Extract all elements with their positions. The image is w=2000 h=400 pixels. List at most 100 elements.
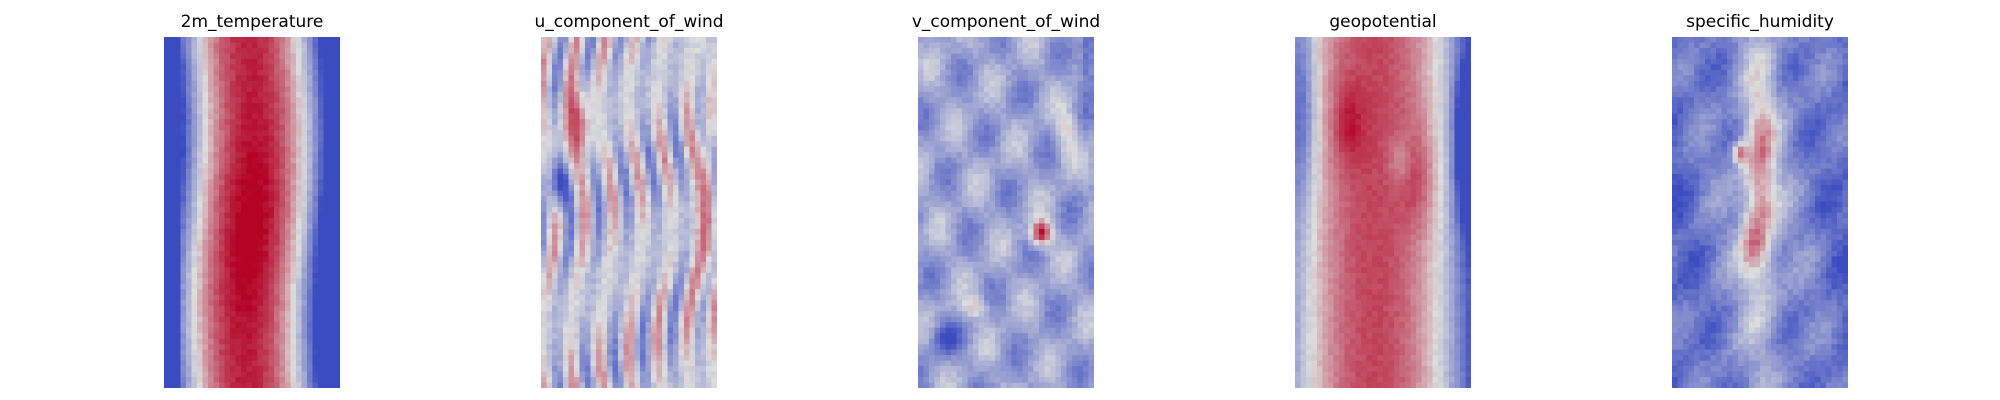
heatmap-cell	[563, 294, 570, 301]
heatmap-cell	[296, 338, 303, 345]
heatmap-cell	[695, 294, 702, 301]
heatmap-cell	[629, 267, 636, 274]
heatmap-cell	[596, 58, 603, 66]
heatmap-cell	[312, 69, 319, 76]
heatmap-cell	[678, 37, 685, 44]
heatmap-cell	[563, 305, 570, 312]
heatmap-cell	[673, 75, 680, 82]
heatmap-cell	[241, 223, 248, 230]
heatmap-cell	[662, 86, 669, 93]
heatmap-cell	[296, 152, 303, 159]
heatmap-cell	[241, 267, 248, 274]
heatmap-cell	[689, 311, 696, 318]
heatmap-cell	[329, 272, 336, 279]
heatmap-cell	[596, 316, 603, 323]
heatmap-cell	[645, 42, 652, 49]
heatmap-cell	[700, 174, 707, 181]
heatmap-cell	[585, 168, 592, 175]
heatmap-cell	[235, 190, 242, 197]
heatmap-cell	[700, 168, 707, 175]
heatmap-cell	[1088, 58, 1094, 66]
heatmap-cell	[312, 300, 319, 307]
heatmap-cell	[257, 47, 264, 55]
heatmap-cell	[186, 58, 193, 66]
heatmap-cell	[175, 223, 182, 230]
heatmap-cell	[557, 228, 564, 236]
heatmap-cell	[967, 152, 974, 159]
heatmap-cell	[656, 316, 663, 323]
heatmap-cell	[175, 130, 182, 137]
heatmap-cell	[640, 196, 647, 203]
heatmap-cell	[662, 327, 669, 334]
heatmap-cell	[1066, 102, 1073, 109]
heatmap-cell	[186, 201, 193, 208]
heatmap-cell	[623, 333, 630, 340]
heatmap-cell	[1039, 146, 1046, 153]
heatmap-cell	[329, 53, 336, 60]
heatmap-cell	[934, 91, 941, 98]
heatmap-cell	[612, 108, 619, 115]
heatmap-cell	[191, 239, 198, 246]
heatmap-cell	[186, 146, 193, 153]
heatmap-cell	[197, 75, 204, 82]
heatmap-cell	[202, 37, 209, 44]
heatmap-cell	[318, 75, 325, 82]
heatmap-cell	[257, 69, 264, 76]
heatmap-cell	[224, 311, 231, 318]
heatmap-cell	[945, 97, 952, 104]
heatmap-cell	[678, 322, 685, 329]
heatmap-cell	[318, 102, 325, 109]
heatmap-cell	[1050, 163, 1057, 170]
heatmap-cell	[601, 300, 608, 307]
heatmap-cell	[552, 289, 559, 296]
heatmap-cell	[213, 69, 220, 76]
heatmap-cell	[656, 146, 663, 153]
heatmap-cell	[1077, 64, 1084, 71]
heatmap-cell	[290, 102, 297, 109]
heatmap-cell	[1017, 174, 1024, 181]
heatmap-cell	[334, 355, 340, 362]
heatmap-cell	[252, 289, 259, 296]
heatmap-cell	[312, 355, 319, 362]
heatmap-cell	[689, 119, 696, 126]
heatmap-cell	[563, 355, 570, 362]
heatmap-cell	[230, 47, 237, 55]
heatmap-cell	[224, 278, 231, 285]
heatmap-cell	[169, 377, 176, 384]
heatmap-cell	[274, 239, 281, 246]
heatmap-cell	[202, 272, 209, 279]
heatmap-cell	[263, 223, 270, 230]
heatmap-cell	[329, 146, 336, 153]
heatmap-cell	[940, 69, 947, 76]
heatmap-cell	[208, 327, 215, 334]
heatmap-cell	[208, 47, 215, 55]
heatmap-cell	[634, 228, 641, 236]
heatmap-cell	[175, 338, 182, 345]
heatmap-cell	[601, 174, 608, 181]
heatmap-cell	[1011, 102, 1018, 109]
heatmap-cell	[1077, 130, 1084, 137]
heatmap-cell	[246, 75, 253, 82]
heatmap-cell	[252, 190, 259, 197]
heatmap-cell	[579, 239, 586, 246]
heatmap-cell	[1028, 185, 1035, 192]
heatmap-cell	[678, 228, 685, 236]
heatmap-cell	[208, 91, 215, 98]
heatmap-cell	[274, 261, 281, 268]
heatmap-cell	[673, 250, 680, 257]
heatmap-cell	[645, 47, 652, 55]
heatmap-cell	[224, 294, 231, 301]
heatmap-cell	[563, 261, 570, 268]
heatmap-cell	[235, 163, 242, 170]
heatmap-cell	[590, 141, 597, 148]
heatmap-cell	[274, 322, 281, 329]
heatmap-cell	[312, 130, 319, 137]
heatmap-cell	[596, 135, 603, 142]
heatmap-cell	[285, 239, 292, 246]
heatmap-cell	[257, 119, 264, 126]
heatmap-cell	[629, 130, 636, 137]
heatmap-cell	[301, 382, 308, 388]
heatmap-cell	[962, 174, 969, 181]
heatmap-cell	[208, 245, 215, 252]
heatmap-cell	[246, 300, 253, 307]
